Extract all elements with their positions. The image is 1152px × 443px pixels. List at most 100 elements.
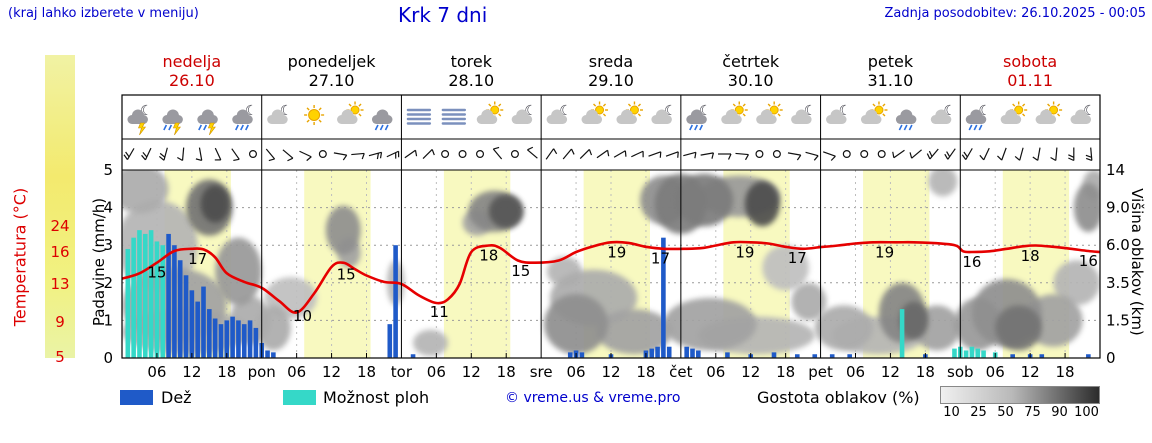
wind-barb-icon [214,147,222,161]
rain-bar [661,237,666,358]
rain-bar [253,327,259,358]
rain-drop [903,124,908,131]
rain-drop [203,124,208,131]
cloud-patch [413,329,448,357]
weather-icon-moon-cloud: ☾ [791,103,816,124]
hour-tick-label: 18 [357,363,376,381]
shower-bar [154,241,160,358]
hour-tick-label: 18 [1056,363,1075,381]
hour-tick-label: 06 [986,363,1005,381]
rain-bar [207,309,212,358]
precip-tick-label: 4 [103,199,113,217]
wind-barb-icon [265,148,276,162]
wind-barb-icon [333,152,348,161]
wind-barb-icon [631,150,644,158]
temperature-value-label: 15 [511,262,530,280]
hour-tick-label: 12 [741,363,760,381]
wind-barb-icon [944,148,956,160]
rain-bar [690,348,695,358]
wind-barb-icon [545,148,558,160]
cloud-icon [1000,109,1022,124]
cloud-icon [826,109,847,124]
day-header-ponedeljek: ponedeljek 27.10 [262,52,402,90]
wind-calm-icon [755,150,764,159]
rain-drop [168,124,173,131]
weather-icon-sun-cloud [1035,101,1063,124]
cloud-tick-label: 6.0 [1106,236,1130,254]
rain-bar [1010,354,1015,358]
rain-legend-swatch [120,390,153,405]
day-name: petek [867,52,914,71]
rain-drop [694,124,699,131]
cloud-patch [1053,260,1100,306]
cloud-patch [596,309,673,355]
rain-bar [725,352,730,358]
weather-icon-sun-cloud [616,101,643,124]
wind-barb-icon [1032,147,1041,161]
hour-tick-label: 18 [916,363,935,381]
cloud-icon [337,109,358,124]
copyright-link[interactable]: © vreme.us & vreme.pro [505,390,681,406]
hour-tick-label: 06 [427,363,446,381]
hour-tick-label: 12 [462,363,481,381]
temperature-value-label: 15 [337,265,356,283]
cloud-tick-label: 3.5 [1106,274,1130,292]
cloud-icon [232,109,253,124]
cloud-density-label: Gostota oblakov (%) [757,388,920,407]
cloud-icon [127,109,148,124]
density-tick-label: 100 [1074,405,1099,420]
temperature-value-label: 19 [607,243,626,261]
cloud-patch [325,205,361,255]
temperature-value-label: 19 [875,243,894,261]
rain-bar [236,320,241,358]
precip-tick-label: 1 [103,311,113,329]
cloud-icon [616,109,637,124]
wind-barb-icon [1014,147,1024,161]
lightning-icon [172,122,181,136]
cloud-patch [791,282,827,321]
shower-bar [981,350,986,358]
cloud-tick-label: 14 [1106,161,1125,179]
weather-icon-sun-cloud [581,101,609,124]
cloud-icon [930,109,952,124]
shower-bar [952,348,957,358]
weather-icon-fog [406,108,432,125]
cloud-icon [651,109,672,124]
cloud-icon [267,109,288,124]
wind-barb-icon [177,147,185,161]
cloud-patch [928,170,958,197]
wind-barb-icon [979,147,990,161]
sun-icon [304,105,325,125]
cloud-tick-label: 0 [1106,349,1116,367]
density-tick-label: 50 [997,405,1014,420]
rain-drop [973,124,978,131]
cloud-icon [197,109,218,124]
precip-tick-label: 3 [103,236,113,254]
rain-drop [384,124,389,131]
weather-icon-cloud-rain [895,109,917,131]
rain-bar [218,324,224,358]
hour-tick-label: 06 [287,363,306,381]
hour-tick-label: 18 [217,363,236,381]
day-date: 30.10 [727,71,774,90]
weather-icon-cloud-rain [371,109,393,131]
temperature-value-label: 17 [788,249,807,267]
wind-barbs-row [123,146,1093,162]
hour-tick-label: 06 [706,363,725,381]
cloud-patch [255,305,291,351]
wind-barb-icon [596,149,610,159]
weather-icon-moon-cloud: ☾ [511,103,537,124]
rain-bar [247,320,253,358]
wind-calm-icon [441,150,450,159]
wind-barb-icon [404,149,418,159]
day-date: 31.10 [867,71,914,90]
rain-bar [655,346,660,358]
wind-barb-icon [579,148,593,160]
hour-tick-label: 18 [636,363,655,381]
wind-barb-icon [1050,147,1058,161]
temperature-point-labels: 15 17 10 15 11 18 15 19 17 19 17 19 16 18 16 [147,243,1098,325]
wind-barb-icon [1085,147,1093,162]
shower-bar [963,350,969,358]
weather-icon-moon-cloud: ☾ [651,103,677,124]
